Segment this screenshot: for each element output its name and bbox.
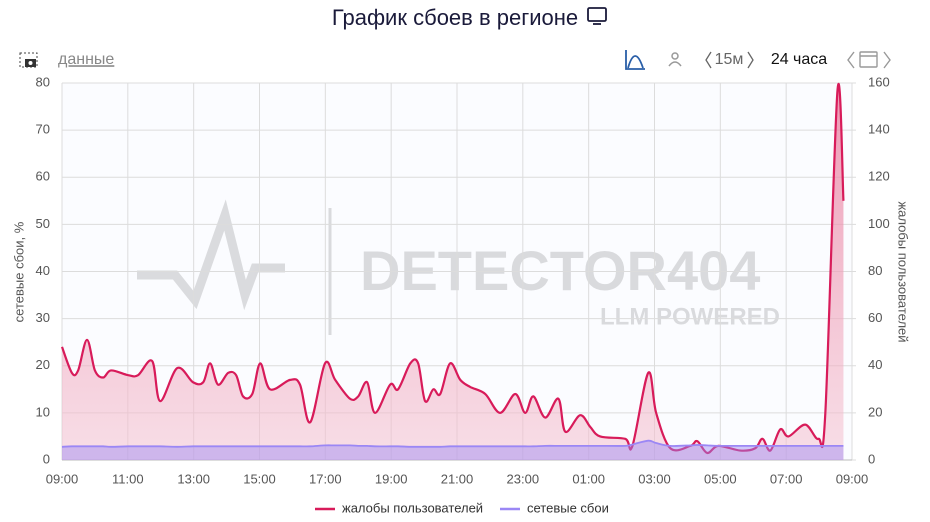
y-tick-label: 10 xyxy=(36,404,50,419)
x-tick-label: 13:00 xyxy=(177,471,210,486)
data-link[interactable]: данные xyxy=(58,51,114,68)
y-tick-label: 50 xyxy=(36,216,50,231)
x-tick-label: 09:00 xyxy=(46,471,79,486)
legend-item[interactable]: жалобы пользователей xyxy=(315,500,483,515)
y-tick-label: 70 xyxy=(36,122,50,137)
y2-axis-label: жалобы пользователей xyxy=(896,201,911,342)
legend-label: сетевые сбои xyxy=(527,500,609,515)
calendar-nav[interactable] xyxy=(847,51,891,69)
x-tick-label: 01:00 xyxy=(572,471,605,486)
interval[interactable]: 15м xyxy=(715,51,744,68)
x-tick-label: 21:00 xyxy=(441,471,474,486)
y-tick-label: 40 xyxy=(36,263,50,278)
legend-item[interactable]: сетевые сбои xyxy=(500,500,609,515)
y2-tick-label: 60 xyxy=(868,310,882,325)
chart-mode-icon[interactable] xyxy=(625,50,645,70)
page-title: График сбоев в регионе xyxy=(332,5,578,30)
camera-icon[interactable] xyxy=(19,52,38,68)
series-area xyxy=(62,83,844,461)
x-tick-label: 11:00 xyxy=(112,471,144,486)
y-axis-label: сетевые сбои, % xyxy=(11,221,26,322)
watermark-tagline: LLM POWERED xyxy=(600,303,780,330)
monitor-icon xyxy=(587,7,607,25)
legend-label: жалобы пользователей xyxy=(342,500,483,515)
y-tick-label: 60 xyxy=(36,169,50,184)
x-tick-label: 23:00 xyxy=(507,471,540,486)
series-area xyxy=(62,440,844,460)
watermark: DETECTOR404 LLM POWERED xyxy=(137,199,780,335)
x-tick-label: 07:00 xyxy=(770,471,803,486)
x-tick-label: 03:00 xyxy=(638,471,671,486)
y-tick-label: 30 xyxy=(36,310,50,325)
y2-tick-label: 20 xyxy=(868,404,882,419)
watermark-brand: DETECTOR404 xyxy=(360,239,760,302)
y-tick-label: 80 xyxy=(36,74,50,89)
y2-tick-label: 120 xyxy=(868,169,890,184)
range[interactable]: 24 часа xyxy=(771,51,827,68)
y2-tick-label: 40 xyxy=(868,357,882,372)
y-tick-label: 20 xyxy=(36,357,50,372)
series-line xyxy=(60,83,845,455)
x-tick-label: 05:00 xyxy=(704,471,737,486)
y2-tick-label: 0 xyxy=(868,451,875,466)
y2-tick-label: 140 xyxy=(868,122,890,137)
user-icon[interactable] xyxy=(668,52,682,67)
x-tick-label: 19:00 xyxy=(375,471,408,486)
interval-left[interactable] xyxy=(705,51,712,69)
y2-tick-label: 100 xyxy=(868,216,890,231)
series-line xyxy=(61,439,844,448)
y2-tick-label: 160 xyxy=(868,74,890,89)
y2-tick-label: 80 xyxy=(868,263,882,278)
interval-right[interactable] xyxy=(747,51,754,69)
x-tick-label: 15:00 xyxy=(243,471,276,486)
x-tick-label: 17:00 xyxy=(309,471,342,486)
x-tick-label: 09:00 xyxy=(836,471,869,486)
y-tick-label: 0 xyxy=(43,451,50,466)
